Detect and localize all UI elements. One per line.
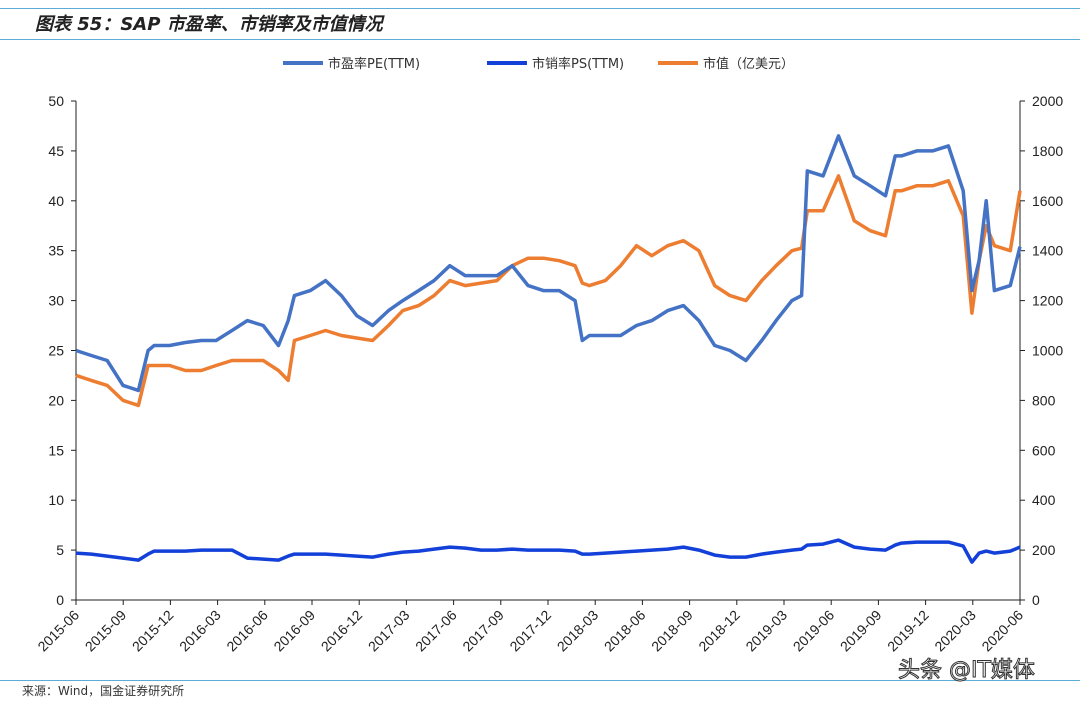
left-tick-label: 40 <box>48 193 64 209</box>
x-tick-label: 2017-09 <box>459 607 507 655</box>
x-tick-label: 2020-06 <box>978 607 1026 655</box>
x-tick-label: 2018-09 <box>648 607 696 655</box>
title-top-rule <box>0 8 1080 9</box>
right-tick-label: 600 <box>1032 442 1056 458</box>
source-note: 来源：Wind，国金证券研究所 <box>22 684 185 698</box>
right-tick-label: 1600 <box>1032 193 1063 209</box>
legend-label-2: 市值（亿美元） <box>703 56 794 72</box>
series-line-1 <box>75 538 1021 564</box>
left-tick-label: 10 <box>48 492 64 508</box>
legend-label-1: 市销率PS(TTM) <box>532 56 624 72</box>
left-tick-label: 35 <box>48 243 64 259</box>
right-tick-label: 0 <box>1032 592 1040 608</box>
left-tick-label: 45 <box>48 143 64 159</box>
series-line-2 <box>75 174 1022 408</box>
right-tick-label: 200 <box>1032 542 1056 558</box>
title-bottom-rule <box>0 39 1080 40</box>
legend-label-0: 市盈率PE(TTM) <box>328 56 420 72</box>
right-tick-label: 1400 <box>1032 243 1063 259</box>
x-tick-label: 2020-03 <box>931 607 979 655</box>
left-tick-label: 50 <box>48 93 64 109</box>
x-tick-label: 2018-03 <box>554 607 602 655</box>
left-tick-label: 20 <box>48 392 64 408</box>
series-line-0 <box>75 134 1022 393</box>
x-tick-label: 2019-03 <box>742 607 790 655</box>
x-tick-label: 2016-09 <box>270 607 318 655</box>
x-tick-label: 2016-06 <box>223 607 271 655</box>
x-tick-label: 2018-12 <box>695 607 743 655</box>
right-tick-label: 1800 <box>1032 143 1063 159</box>
footer-rule <box>0 680 1080 681</box>
x-tick-label: 2015-06 <box>34 607 82 655</box>
left-tick-label: 15 <box>48 442 64 458</box>
left-tick-label: 0 <box>56 592 64 608</box>
left-tick-label: 5 <box>56 542 64 558</box>
right-tick-label: 1000 <box>1032 343 1063 359</box>
watermark: 头条 @IT媒体 <box>898 658 1036 684</box>
x-tick-label: 2017-12 <box>506 607 554 655</box>
x-tick-label: 2019-12 <box>884 607 932 655</box>
ticks: 0 5 10 15 20 25 30 35 40 45 50 0 200 400 600 800 1000 120… <box>34 93 1063 654</box>
left-tick-label: 30 <box>48 293 64 309</box>
right-tick-label: 400 <box>1032 492 1056 508</box>
x-tick-label: 2015-09 <box>82 607 130 655</box>
x-tick-label: 2019-09 <box>837 607 885 655</box>
x-tick-label: 2019-06 <box>790 607 838 655</box>
right-tick-label: 800 <box>1032 392 1056 408</box>
x-tick-label: 2017-06 <box>412 607 460 655</box>
left-tick-label: 25 <box>48 343 64 359</box>
x-tick-label: 2018-06 <box>601 607 649 655</box>
right-tick-label: 1200 <box>1032 293 1063 309</box>
right-tick-label: 2000 <box>1032 93 1063 109</box>
x-tick-label: 2015-12 <box>129 607 177 655</box>
x-tick-label: 2016-12 <box>318 607 366 655</box>
chart-title: 图表 55：SAP 市盈率、市销率及市值情况 <box>35 14 383 35</box>
x-tick-label: 2016-03 <box>176 607 224 655</box>
x-tick-label: 2017-03 <box>365 607 413 655</box>
